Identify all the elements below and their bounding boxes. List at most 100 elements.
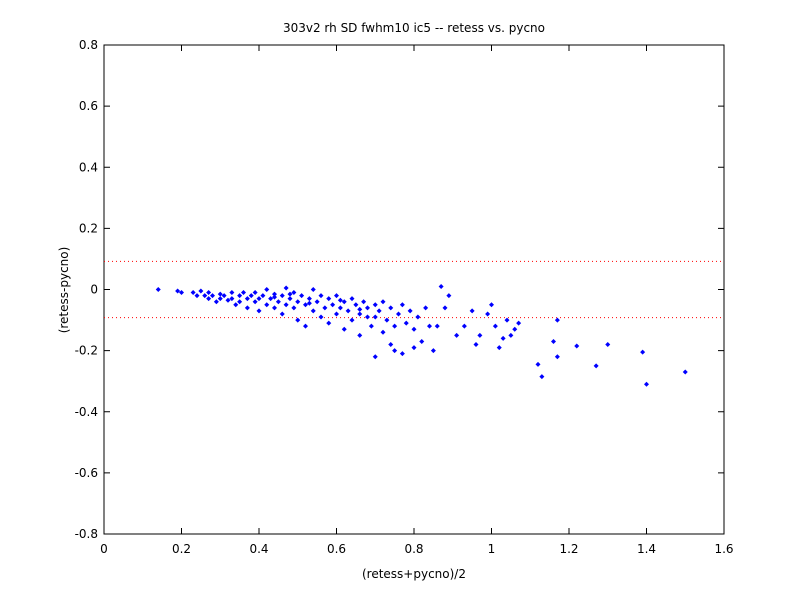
data-point [365, 305, 370, 311]
data-point [306, 296, 312, 302]
y-tick-label: 0.4 [79, 160, 98, 174]
data-point [206, 290, 212, 296]
data-point [229, 290, 235, 296]
data-point [593, 363, 599, 369]
data-point [334, 293, 339, 299]
data-point [508, 332, 514, 338]
data-point [477, 332, 483, 338]
x-tick-label: 0.8 [404, 542, 423, 556]
data-point [237, 299, 243, 305]
y-tick-label: 0.2 [79, 221, 98, 235]
data-point [380, 329, 386, 335]
data-point [287, 296, 293, 302]
y-axis-label: (retess-pycno) [57, 247, 71, 334]
data-point [492, 323, 498, 329]
y-tick-label: 0.8 [79, 38, 98, 52]
y-tick-label: -0.4 [75, 405, 98, 419]
data-point [179, 290, 184, 296]
x-tick-label: 1 [488, 542, 496, 556]
data-point [310, 287, 316, 292]
data-point [303, 323, 308, 329]
data-point [225, 297, 231, 303]
data-point [345, 308, 351, 314]
data-point [461, 323, 467, 329]
data-point [318, 293, 324, 299]
data-point [279, 293, 285, 299]
data-point [287, 291, 293, 297]
data-point [268, 296, 274, 302]
data-point [306, 300, 312, 306]
data-point [396, 311, 401, 317]
data-point [605, 342, 611, 348]
data-point [430, 348, 436, 354]
data-point [314, 299, 320, 305]
data-point [241, 290, 246, 296]
data-point [275, 299, 281, 305]
x-tick-label: 0 [100, 542, 108, 556]
x-tick-label: 0.6 [327, 542, 346, 556]
data-point [512, 326, 518, 332]
data-point [372, 314, 378, 320]
data-point [427, 323, 432, 329]
data-point [539, 374, 545, 380]
data-point [454, 332, 460, 338]
data-point [303, 302, 308, 308]
data-point [644, 381, 649, 387]
y-tick-label: 0.6 [79, 99, 98, 113]
data-point [399, 351, 405, 357]
data-point [213, 299, 219, 305]
data-point [469, 308, 475, 314]
data-point [554, 317, 560, 323]
data-point [442, 305, 448, 311]
data-point [372, 354, 378, 360]
data-point [392, 323, 398, 329]
data-point [299, 293, 305, 299]
data-point [310, 308, 316, 314]
data-point [155, 287, 161, 292]
data-point [190, 290, 196, 296]
data-point [291, 290, 297, 296]
data-point [535, 361, 541, 367]
data-point [330, 302, 336, 308]
data-point [551, 338, 556, 344]
data-point [361, 299, 367, 305]
data-point [295, 299, 301, 305]
data-point [206, 296, 212, 302]
chart-title: 303v2 rh SD fwhm10 ic5 -- retess vs. pyc… [283, 21, 545, 35]
y-tick-label: -0.8 [75, 527, 98, 541]
data-point [411, 345, 417, 351]
data-point [283, 285, 289, 291]
data-point [357, 332, 363, 338]
data-point [434, 323, 440, 329]
data-point [392, 348, 398, 354]
data-point [365, 314, 370, 320]
data-point [244, 296, 250, 302]
data-point [175, 288, 181, 294]
data-point [496, 345, 502, 351]
data-point [419, 338, 425, 344]
data-point [272, 291, 277, 297]
x-tick-label: 1.2 [559, 542, 578, 556]
data-point [217, 291, 223, 297]
data-point [283, 302, 289, 308]
data-point [574, 343, 580, 349]
y-tick-label: -0.6 [75, 466, 98, 480]
data-point [260, 293, 266, 299]
data-point [252, 290, 258, 296]
data-point [318, 314, 324, 320]
data-point [322, 305, 328, 311]
data-point [446, 293, 452, 299]
data-point [210, 293, 215, 299]
data-point [326, 296, 332, 302]
data-point [326, 320, 332, 326]
data-point [372, 302, 378, 308]
data-point [272, 294, 277, 300]
data-point [485, 311, 491, 317]
data-point [423, 305, 429, 311]
data-point [473, 342, 479, 348]
data-point [407, 308, 413, 314]
data-point [384, 317, 390, 323]
data-point [194, 293, 200, 299]
data-point [217, 296, 223, 302]
data-point [349, 296, 355, 302]
